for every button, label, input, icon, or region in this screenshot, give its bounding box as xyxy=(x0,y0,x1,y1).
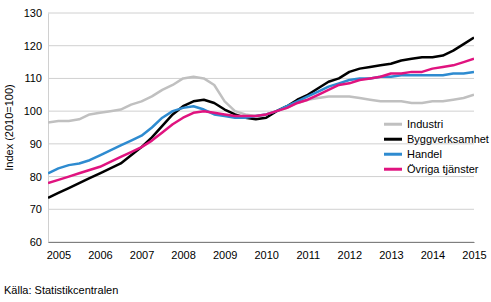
x-tick: 2007 xyxy=(130,242,154,261)
y-tick: 110 xyxy=(24,72,48,84)
x-axis-line xyxy=(49,242,475,243)
legend-label: Övriga tjänster xyxy=(407,163,479,175)
legend-swatch xyxy=(384,168,402,171)
grid xyxy=(48,13,474,242)
x-tick-label: 2009 xyxy=(213,249,237,261)
legend-swatch xyxy=(384,123,402,126)
grid-line xyxy=(48,78,474,79)
x-tick-label: 2006 xyxy=(88,249,112,261)
grid-line xyxy=(48,13,474,14)
y-tick: 100 xyxy=(24,105,48,117)
legend-label: Industri xyxy=(407,118,443,130)
x-tick: 2010 xyxy=(254,242,278,261)
legend-label: Byggverksamhet xyxy=(407,133,489,145)
x-tick-label: 2012 xyxy=(338,249,362,261)
y-axis: 60 70 80 90 100 110 120 130 xyxy=(24,7,49,248)
grid-line xyxy=(48,242,474,243)
x-tick: 2012 xyxy=(338,242,362,261)
x-tick-label: 2015 xyxy=(462,249,486,261)
y-tick-label: 60 xyxy=(30,236,42,248)
x-tick-label: 2007 xyxy=(130,249,154,261)
x-tick-label: 2008 xyxy=(171,249,195,261)
x-tick-label: 2013 xyxy=(379,249,403,261)
x-axis: 2005 2006 2007 2008 2009 2010 2011 2012 2013 2014… xyxy=(47,242,487,261)
x-tick-label: 2010 xyxy=(254,249,278,261)
x-tick: 2005 xyxy=(47,242,71,261)
grid-line xyxy=(48,45,474,46)
y-tick: 130 xyxy=(24,7,48,19)
y-tick: 80 xyxy=(30,171,48,183)
legend: Industri Byggverksamhet Handel Övriga tjäns… xyxy=(384,118,489,175)
y-tick-label: 130 xyxy=(24,7,42,19)
x-tick-label: 2014 xyxy=(421,249,445,261)
grid-line xyxy=(48,176,474,177)
legend-label: Handel xyxy=(407,148,442,160)
x-tick: 2006 xyxy=(88,242,112,261)
grid-line xyxy=(48,209,474,210)
y-tick: 90 xyxy=(30,138,48,150)
chart: 60 70 80 90 100 110 120 130 2005 2006 2007 2008 2009… xyxy=(0,0,491,302)
y-tick-label: 120 xyxy=(24,40,42,52)
series-line xyxy=(48,72,474,173)
x-tick: 2011 xyxy=(296,242,320,261)
source: Källa: Statistikcentralen xyxy=(4,284,118,296)
y-axis-line xyxy=(48,14,49,243)
x-tick: 2014 xyxy=(421,242,445,261)
y-tick: 60 xyxy=(30,236,48,248)
y-tick-label: 100 xyxy=(24,105,42,117)
legend-swatch xyxy=(384,138,402,141)
x-tick-label: 2005 xyxy=(47,249,71,261)
y-tick: 120 xyxy=(24,40,48,52)
x-tick: 2008 xyxy=(171,242,195,261)
legend-swatch xyxy=(384,153,402,156)
y-axis-title: Index (2010=100) xyxy=(3,84,15,171)
y-tick-label: 110 xyxy=(24,72,42,84)
x-tick: 2013 xyxy=(379,242,403,261)
y-tick: 70 xyxy=(30,203,48,215)
y-tick-label: 90 xyxy=(30,138,42,150)
y-tick-label: 80 xyxy=(30,171,42,183)
x-tick: 2009 xyxy=(213,242,237,261)
x-tick-label: 2011 xyxy=(296,249,320,261)
y-tick-label: 70 xyxy=(30,203,42,215)
x-tick: 2015 xyxy=(462,242,486,261)
